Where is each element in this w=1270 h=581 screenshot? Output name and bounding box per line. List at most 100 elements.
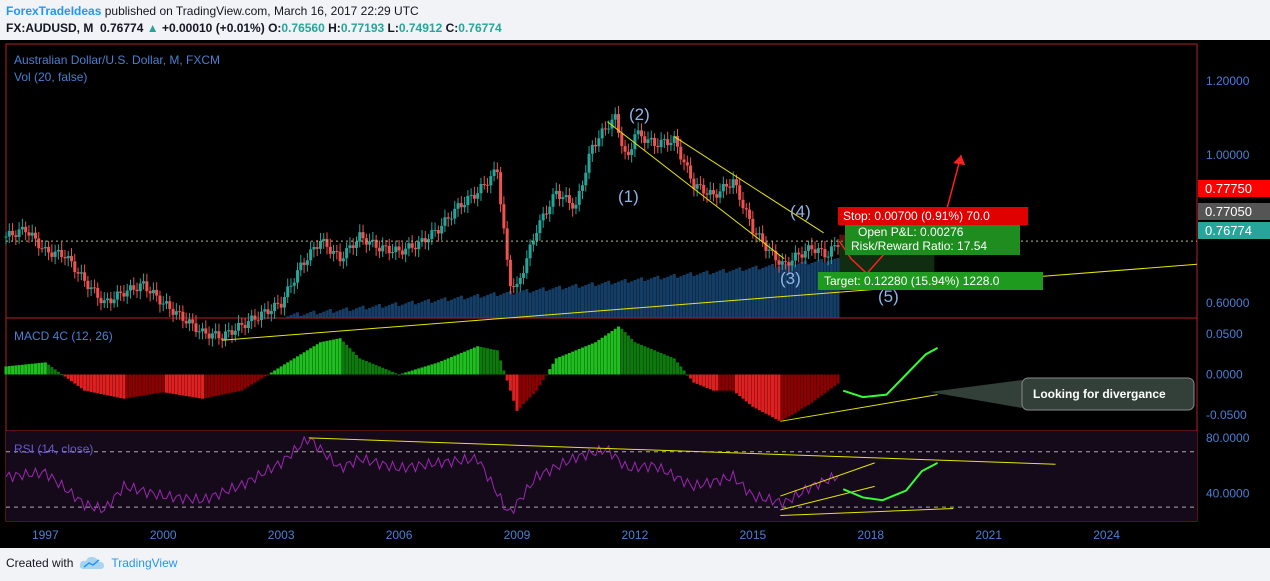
badge-last-text: 0.76774 bbox=[1205, 223, 1252, 238]
candle-body bbox=[135, 289, 139, 292]
candle-body bbox=[33, 232, 37, 239]
target-box[interactable] bbox=[818, 272, 1043, 290]
volume-bar bbox=[790, 266, 794, 318]
macd-bar bbox=[63, 374, 67, 377]
stop-label: Stop: 0.00700 (0.91%) 70.0 bbox=[843, 209, 990, 223]
candle-body bbox=[476, 193, 480, 199]
macd-bar bbox=[233, 374, 237, 392]
candle-body bbox=[463, 205, 467, 208]
pnl-box[interactable] bbox=[845, 225, 1020, 255]
candle-body bbox=[191, 319, 195, 324]
macd-bar bbox=[561, 355, 565, 375]
macd-bar bbox=[453, 355, 457, 375]
candle-body bbox=[440, 225, 444, 234]
macd-bar bbox=[17, 365, 21, 375]
candle-body bbox=[685, 162, 689, 166]
macd-bar bbox=[682, 370, 686, 375]
candle-body bbox=[610, 119, 614, 129]
macd-bar bbox=[764, 374, 768, 414]
macd-bar bbox=[623, 332, 627, 375]
candle-body bbox=[322, 238, 326, 241]
candle-body bbox=[761, 233, 765, 243]
candle-body bbox=[666, 139, 670, 146]
candle-body bbox=[702, 184, 706, 194]
macd-bar bbox=[194, 374, 198, 398]
change-value: +0.00010 (+0.01%) bbox=[161, 21, 265, 35]
candle-body bbox=[617, 114, 621, 133]
candle-body bbox=[309, 249, 313, 261]
macd-bar bbox=[617, 326, 621, 375]
o-label: O: bbox=[268, 21, 282, 35]
volume-bar bbox=[685, 273, 689, 318]
candle-body bbox=[705, 193, 709, 195]
macd-bar bbox=[315, 344, 319, 375]
macd-bar bbox=[243, 374, 247, 389]
candle-body bbox=[797, 252, 801, 255]
volume-bar bbox=[358, 307, 362, 318]
tradingview-link[interactable]: TradingView bbox=[111, 556, 178, 570]
candle-body bbox=[764, 242, 768, 251]
volume-bar bbox=[803, 260, 807, 318]
candle-body bbox=[712, 190, 716, 195]
macd-bar bbox=[446, 358, 450, 375]
publisher-link[interactable]: ForexTradeIdeas bbox=[6, 4, 102, 18]
macd-bar bbox=[725, 374, 729, 391]
macd-bar bbox=[731, 374, 735, 391]
candle-body bbox=[279, 303, 283, 308]
stop-box[interactable] bbox=[838, 207, 1028, 225]
macd-bar bbox=[607, 333, 611, 375]
candle-body bbox=[14, 235, 18, 237]
macd-bar bbox=[20, 364, 24, 375]
candle-body bbox=[495, 169, 499, 173]
volume-bar bbox=[630, 281, 634, 318]
callout-box[interactable] bbox=[1021, 377, 1195, 411]
volume-bar bbox=[695, 274, 699, 318]
wave-label-1: (1) bbox=[618, 187, 639, 206]
chart-canvas[interactable]: 1.20000 1.00000 0.60000 1997 2000 2003 2006 200… bbox=[0, 40, 1270, 548]
volume-bar bbox=[551, 288, 555, 318]
macd-bar bbox=[492, 349, 496, 375]
candle-body bbox=[662, 139, 666, 141]
volume-bar bbox=[725, 272, 729, 318]
macd-bar bbox=[793, 374, 797, 413]
macd-bar bbox=[24, 364, 28, 375]
candle-body bbox=[482, 183, 486, 185]
macd-bar bbox=[237, 374, 241, 392]
rsi-wedge-lower bbox=[780, 485, 875, 511]
volume-bar bbox=[495, 296, 499, 318]
macd-bar bbox=[7, 366, 11, 375]
volume-bar bbox=[807, 264, 811, 318]
candle-body bbox=[230, 330, 234, 335]
macd-bar bbox=[40, 362, 44, 375]
volume-bar bbox=[770, 264, 774, 318]
macd-bar bbox=[436, 362, 440, 375]
macd-bar bbox=[826, 374, 830, 391]
candle-body bbox=[50, 252, 54, 257]
footer: Created with TradingView bbox=[6, 556, 177, 570]
candle-body bbox=[826, 256, 830, 258]
candle-body bbox=[171, 308, 175, 315]
candle-body bbox=[358, 232, 362, 242]
volume-bar bbox=[499, 294, 503, 318]
macd-bar bbox=[643, 346, 647, 375]
volume-bar bbox=[423, 300, 427, 318]
candle-body bbox=[151, 289, 155, 294]
candle-body bbox=[413, 247, 417, 250]
macd-bar bbox=[554, 358, 558, 375]
macd-bar bbox=[535, 374, 539, 391]
macd-bar bbox=[256, 374, 260, 381]
volume-bar bbox=[377, 304, 381, 318]
candle-body bbox=[387, 245, 391, 254]
volume-bar bbox=[780, 265, 784, 318]
volume-bar bbox=[361, 305, 365, 318]
macd-bar bbox=[397, 374, 401, 376]
candle-body bbox=[30, 232, 34, 236]
volume-bar bbox=[381, 307, 385, 318]
volume-bar bbox=[636, 278, 640, 318]
candle-body bbox=[456, 203, 460, 209]
volume-bar bbox=[305, 313, 309, 318]
volume-bar bbox=[518, 291, 522, 318]
volume-bar bbox=[512, 294, 516, 318]
volume-bar bbox=[535, 290, 539, 318]
candle-body bbox=[397, 246, 401, 251]
